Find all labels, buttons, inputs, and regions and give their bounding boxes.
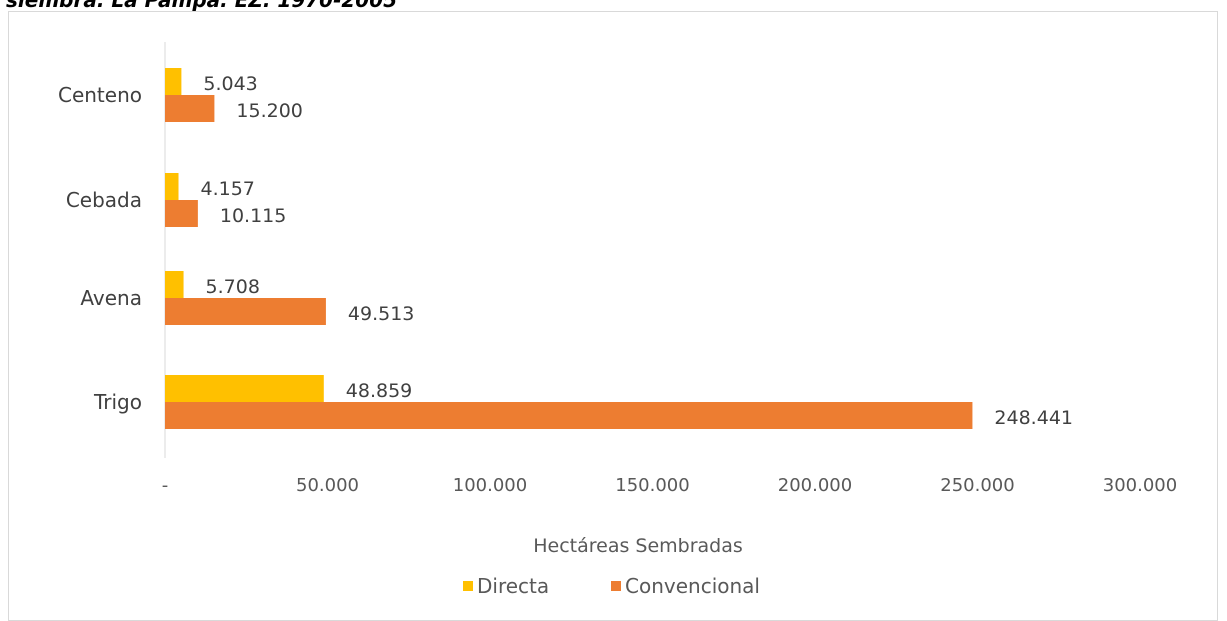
category-label: Avena xyxy=(80,286,142,310)
x-tick-label: 150.000 xyxy=(615,475,689,496)
legend-swatch-directa xyxy=(463,581,473,591)
bar-convencional-trigo xyxy=(165,402,973,429)
legend-label-convencional: Convencional xyxy=(625,574,760,598)
x-tick-label: 250.000 xyxy=(940,475,1014,496)
bar-directa-avena xyxy=(165,271,184,298)
data-label: 48.859 xyxy=(346,380,412,402)
bar-convencional-centeno xyxy=(165,95,215,122)
bar-convencional-avena xyxy=(165,298,326,325)
bar-directa-cebada xyxy=(165,173,179,200)
category-label: Trigo xyxy=(93,390,142,414)
chart-title: siembra. La Pampa. EZ. 1970-2005 xyxy=(6,0,398,12)
x-tick-label: 50.000 xyxy=(296,475,359,496)
bar-directa-trigo xyxy=(165,375,324,402)
data-label: 4.157 xyxy=(201,178,255,200)
x-tick-label: 300.000 xyxy=(1103,475,1177,496)
data-label: 10.115 xyxy=(220,205,286,227)
data-label: 248.441 xyxy=(994,407,1073,429)
data-label: 49.513 xyxy=(348,303,414,325)
bar-directa-centeno xyxy=(165,68,182,95)
legend-label-directa: Directa xyxy=(477,574,549,598)
bar-convencional-cebada xyxy=(165,200,198,227)
legend-swatch-convencional xyxy=(611,581,621,591)
x-tick-label: 200.000 xyxy=(778,475,852,496)
category-label: Cebada xyxy=(66,188,142,212)
category-label: Centeno xyxy=(58,83,142,107)
data-label: 5.708 xyxy=(206,276,260,298)
x-tick-label: - xyxy=(162,475,169,496)
x-tick-label: 100.000 xyxy=(453,475,527,496)
data-label: 5.043 xyxy=(203,73,257,95)
data-label: 15.200 xyxy=(236,100,302,122)
x-axis-title: Hectáreas Sembradas xyxy=(533,535,743,557)
